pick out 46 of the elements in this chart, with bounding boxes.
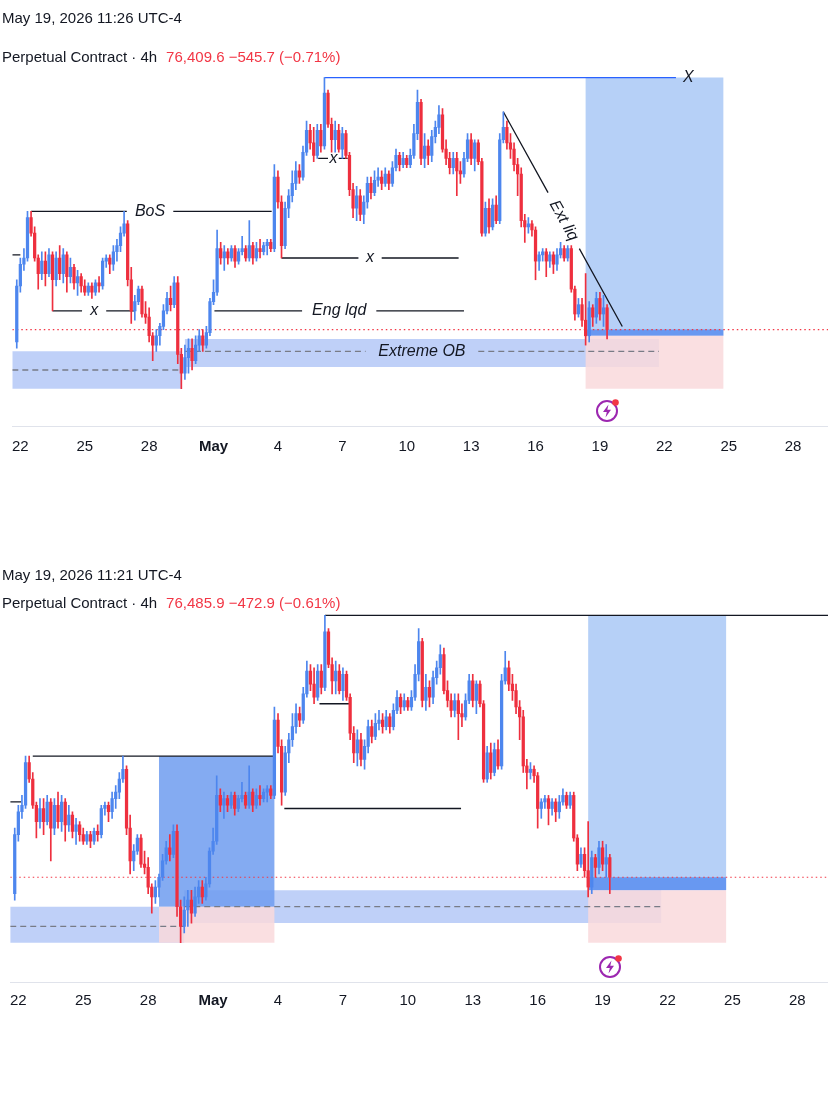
x-tick-label: 25	[724, 991, 741, 1009]
x-tick-label: 13	[462, 437, 480, 455]
x-tick-label: 22	[655, 437, 673, 455]
candlestick	[258, 239, 262, 259]
x-tick-label: 4	[273, 437, 283, 455]
candlestick	[604, 844, 608, 878]
x-tick-label: 13	[464, 991, 482, 1009]
x-tick-label: 28	[139, 991, 157, 1009]
x-tick-label: 10	[399, 991, 417, 1009]
x-tick-label: 10	[398, 437, 416, 455]
x-tick-label: 7	[338, 991, 348, 1009]
series-label: BoS	[134, 201, 166, 219]
series-label: x	[89, 301, 100, 319]
series-label: Eng lqd	[312, 301, 368, 319]
x-tick-label: 25	[74, 991, 92, 1009]
x-tick-label: 19	[594, 991, 611, 1009]
series-label: X	[681, 68, 695, 86]
series-label: Extreme OB	[378, 341, 466, 359]
x-tick-label: 7	[338, 437, 347, 455]
x-tick-label: 28	[784, 437, 802, 455]
x-tick-label: 19	[591, 437, 609, 455]
x-tick-label: 16	[529, 991, 547, 1009]
x-tick-label: May	[198, 991, 229, 1009]
text: 76,485.9 −472.9 (−0.61%)	[166, 594, 341, 611]
x-tick-label: 25	[76, 437, 94, 455]
x-tick-label: May	[198, 437, 229, 455]
x-tick-label: 25	[720, 437, 738, 455]
candlestick	[258, 785, 262, 806]
x-tick-label: 28	[789, 991, 806, 1009]
chart-subtitle: May 19, 2026 11:26 UTC-4	[2, 9, 182, 27]
x-tick-label: 22	[659, 991, 676, 1009]
text: 76,409.6 −545.7 (−0.71%)	[166, 48, 341, 65]
chart-title: Perpetual Contract · 4h	[2, 48, 158, 65]
candlestick	[222, 245, 226, 271]
text: Ext liq	[546, 197, 583, 244]
chart-subtitle: May 19, 2026 11:21 UTC-4	[2, 566, 182, 584]
x-tick-label: 4	[273, 991, 283, 1009]
x-tick-label: 16	[527, 437, 544, 455]
candlestick	[96, 824, 100, 842]
x-tick-label: 22	[10, 991, 27, 1009]
candlestick	[97, 276, 101, 293]
series-label: x	[365, 248, 376, 266]
x-tick-label: 22	[12, 437, 29, 455]
series-label: x	[328, 148, 339, 166]
x-tick-label: 28	[140, 437, 158, 455]
chart-title: Perpetual Contract · 4h	[2, 594, 158, 611]
